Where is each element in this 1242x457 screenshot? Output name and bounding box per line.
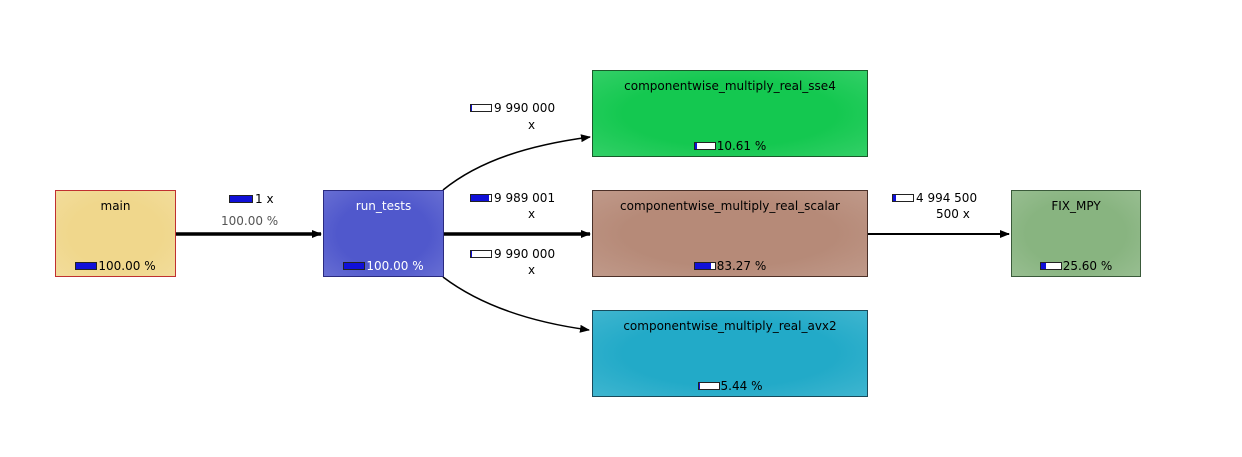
edge-label-run-tests-scalar: 9 989 001 <box>470 191 555 205</box>
edge-count-bar <box>470 250 492 258</box>
edge-label-main-run-tests: 1 x <box>229 192 274 206</box>
node-percent: 83.27 % <box>593 259 867 273</box>
edge-count-bar <box>229 195 253 203</box>
edge-percent: 100.00 % <box>221 214 279 228</box>
node-percent-text: 83.27 % <box>716 259 767 273</box>
percent-bar <box>1039 262 1062 270</box>
node-title: componentwise_multiply_real_avx2 <box>623 319 837 333</box>
node-componentwise-multiply-real-avx2[interactable]: componentwise_multiply_real_avx2 5.44 % <box>592 310 868 397</box>
edge-count-bar <box>470 194 492 202</box>
edge-run-tests-avx2 <box>442 276 590 333</box>
node-title: run_tests <box>355 199 412 213</box>
node-title: main <box>100 199 131 213</box>
percent-bar <box>697 382 720 390</box>
node-main[interactable]: main 100.00 % <box>55 190 176 277</box>
node-percent: 100.00 % <box>56 259 175 273</box>
node-title: componentwise_multiply_real_sse4 <box>624 79 836 93</box>
node-title: componentwise_multiply_real_scalar <box>620 199 840 213</box>
edge-count-unit: x <box>528 207 536 221</box>
node-percent: 5.44 % <box>593 379 867 393</box>
percent-bar <box>693 142 716 150</box>
node-percent-text: 5.44 % <box>720 379 763 393</box>
edge-count-bar <box>470 104 492 112</box>
node-percent: 10.61 % <box>593 139 867 153</box>
percent-bar <box>693 262 716 270</box>
node-percent-text: 100.00 % <box>98 259 156 273</box>
edge-label-run-tests-avx2: 9 990 000 <box>470 247 555 261</box>
edge-count: 4 994 500 <box>916 191 978 205</box>
edge-count: 9 990 000 <box>494 101 556 115</box>
node-percent-text: 100.00 % <box>366 259 424 273</box>
node-componentwise-multiply-real-sse4[interactable]: componentwise_multiply_real_sse4 10.61 % <box>592 70 868 157</box>
node-percent: 100.00 % <box>324 259 443 273</box>
node-percent-text: 25.60 % <box>1062 259 1113 273</box>
edge-label-scalar-fix-mpy: 4 994 500 <box>892 191 977 205</box>
edge-count: 9 990 000 <box>494 247 556 261</box>
node-percent-text: 10.61 % <box>716 139 767 153</box>
node-title: FIX_MPY <box>1051 199 1101 213</box>
node-run-tests[interactable]: run_tests 100.00 % <box>323 190 444 277</box>
node-fix-mpy[interactable]: FIX_MPY 25.60 % <box>1011 190 1141 277</box>
edge-run-tests-sse4 <box>442 134 591 191</box>
percent-bar <box>343 262 366 270</box>
edge-count-bar <box>892 194 914 202</box>
edge-count-unit: x <box>528 118 536 132</box>
edge-count-unit: 500 x <box>936 207 970 221</box>
edge-label-run-tests-sse4: 9 990 000 <box>470 101 555 115</box>
node-componentwise-multiply-real-scalar[interactable]: componentwise_multiply_real_scalar 83.27… <box>592 190 868 277</box>
edge-count: 1 x <box>255 192 274 206</box>
percent-bar <box>75 262 98 270</box>
edge-count-unit: x <box>528 263 536 277</box>
edge-count: 9 989 001 <box>494 191 556 205</box>
node-percent: 25.60 % <box>1012 259 1140 273</box>
